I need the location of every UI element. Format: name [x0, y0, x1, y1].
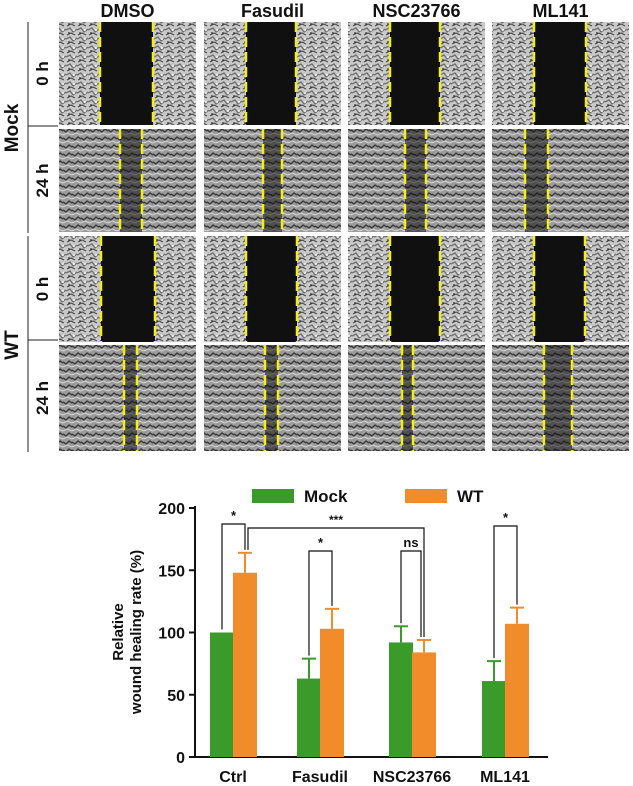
wound-gap — [101, 236, 155, 342]
wound-gap — [263, 129, 282, 232]
significance-label: * — [503, 510, 509, 525]
wound-gap — [124, 345, 137, 451]
wound-gap — [534, 22, 586, 125]
wound-gap — [246, 22, 296, 125]
bar — [233, 572, 257, 757]
legend-label: Mock — [304, 487, 348, 506]
bar-chart: 0 50 100 150 200 Relative wound healing rate (… — [110, 487, 548, 786]
bar — [482, 681, 506, 757]
time-point-label: 24 h — [33, 163, 52, 197]
micrograph-grid: DMSO Fasudil NSC23766 ML141 0 h 24 h 0 h 24 h Mo… — [2, 1, 629, 452]
significance-label: * — [318, 535, 324, 550]
y-tick-label: 200 — [158, 501, 185, 518]
x-tick-label: NSC23766 — [373, 769, 451, 786]
significance-label: *** — [329, 513, 343, 527]
y-axis-label: Relative — [110, 603, 127, 661]
legend-swatch — [252, 489, 294, 503]
group-label: Mock — [2, 103, 23, 152]
wound-gap — [544, 345, 572, 451]
y-tick-label: 0 — [176, 750, 185, 767]
wound-gap — [120, 129, 142, 232]
bar — [210, 632, 234, 757]
significance-label: * — [231, 508, 237, 523]
bar — [320, 628, 344, 757]
bar — [505, 623, 529, 757]
wound-gap — [390, 236, 440, 342]
significance-bracket — [308, 550, 333, 656]
micrograph-panel — [492, 129, 629, 232]
x-tick-label: Fasudil — [292, 769, 348, 786]
wound-gap — [265, 345, 278, 451]
group-label: WT — [2, 330, 23, 360]
wound-gap — [390, 22, 440, 125]
bar — [297, 678, 321, 757]
y-tick-label: 50 — [167, 688, 185, 705]
y-tick-label: 100 — [158, 626, 185, 643]
significance-bracket — [221, 523, 246, 630]
wound-gap — [405, 129, 426, 232]
y-axis-label: wound healing rate (%) — [128, 550, 145, 715]
wound-gap — [525, 129, 548, 232]
significance-bracket — [400, 550, 422, 637]
significance-bracket — [247, 527, 425, 637]
legend-swatch — [405, 489, 447, 503]
wound-gap — [402, 345, 413, 451]
column-header: Fasudil — [241, 1, 304, 21]
bar — [389, 642, 413, 757]
wound-gap — [246, 236, 297, 342]
column-header: NSC23766 — [372, 1, 460, 21]
legend-label: WT — [457, 487, 484, 506]
column-header: DMSO — [101, 1, 155, 21]
bar — [412, 652, 436, 757]
wound-gap — [534, 236, 585, 342]
time-point-label: 24 h — [33, 381, 52, 415]
time-point-label: 0 h — [33, 277, 52, 302]
x-tick-label: Ctrl — [219, 769, 247, 786]
y-tick-label: 150 — [158, 563, 185, 580]
significance-label: ns — [403, 535, 418, 550]
wound-gap — [100, 22, 153, 125]
micrograph-panel — [348, 345, 485, 451]
column-header: ML141 — [532, 1, 588, 21]
x-tick-label: ML141 — [480, 769, 530, 786]
significance-bracket — [493, 525, 518, 659]
time-point-label: 0 h — [33, 61, 52, 86]
